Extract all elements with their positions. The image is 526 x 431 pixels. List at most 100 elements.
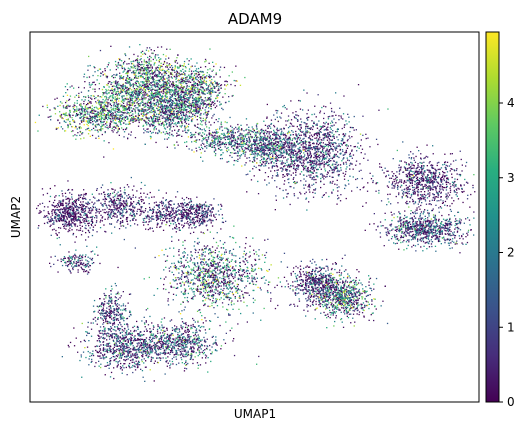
cell-point [312,160,314,162]
cell-point [345,120,347,122]
cell-point [319,143,322,145]
cell-point [113,116,115,118]
cell-point [327,134,329,136]
cell-point [105,95,107,98]
cell-point [190,103,192,105]
cell-point [203,143,205,145]
cell-point [115,106,117,108]
cell-point [79,123,81,125]
cell-point [323,151,325,154]
cell-point [139,103,141,105]
cell-point [134,82,137,84]
cell-point [174,89,176,91]
cell-point [249,153,251,156]
cell-point [305,169,307,171]
cell-point [300,159,302,161]
cell-point [298,150,300,152]
cell-point [303,134,305,136]
cell-point [192,105,194,107]
cell-point [110,95,112,97]
cell-point [177,110,179,112]
cell-point [276,116,278,118]
cell-point [309,132,311,134]
cell-point [125,77,128,79]
cell-point [103,92,105,95]
cell-point [109,124,111,126]
cell-point [223,132,225,135]
cell-point [135,89,137,91]
cell-point [205,99,207,101]
cell-point [94,71,96,73]
cell-point [168,77,170,79]
cell-point [165,120,167,122]
cell-point [193,77,195,79]
cell-point [150,69,153,71]
cell-point [104,115,107,117]
cell-point [137,114,140,116]
cell-point [166,87,168,90]
cell-point [310,166,313,169]
cell-point [187,136,190,138]
cell-point [104,73,106,75]
cell-point [357,142,359,144]
cell-point [347,179,349,182]
cell-point [170,73,172,75]
cell-point [157,120,159,122]
cell-point [158,79,160,82]
cell-point [100,118,103,120]
cell-point [186,94,189,96]
cell-point [148,90,150,92]
cell-point [200,112,202,115]
cell-point [126,97,128,99]
cell-point [284,133,286,135]
cell-point [145,75,147,77]
cell-point [135,59,137,61]
cell-point [162,106,164,108]
cell-point [283,183,285,185]
cell-point [83,137,85,139]
cell-point [203,82,205,84]
cell-point [199,76,201,78]
cell-point [109,81,111,83]
cell-point [343,157,345,159]
cell-point [103,108,105,110]
cell-point [169,92,171,94]
cell-point [76,110,78,112]
cell-point [168,107,170,109]
cell-point [230,130,232,132]
cell-point [117,114,119,116]
cell-point [122,90,124,92]
cell-point [181,88,183,90]
cell-point [155,128,157,130]
cell-point [200,109,202,111]
cell-point [136,98,138,100]
cell-point [168,125,170,127]
cell-point [158,79,160,81]
cell-point [128,101,130,103]
cell-point [147,128,149,130]
cell-point [34,121,37,124]
cell-point [143,109,146,111]
cell-point [329,139,331,141]
cell-point [146,79,148,81]
cell-point [318,135,321,137]
cell-point [166,146,168,148]
cell-point [220,87,222,89]
cell-point [163,78,165,80]
cell-point [169,81,171,83]
cell-point [209,89,211,91]
cell-point [62,117,64,120]
cell-point [105,75,107,77]
cell-point [323,122,325,124]
cell-point [327,164,329,166]
cell-point [115,125,118,127]
cell-point [54,108,56,110]
cell-point [150,60,152,62]
cell-point [182,111,184,114]
cell-point [62,128,64,130]
cell-point [172,100,174,102]
cell-point [211,144,213,146]
cell-point [155,104,157,106]
cell-point [76,134,78,137]
cell-point [230,135,233,137]
